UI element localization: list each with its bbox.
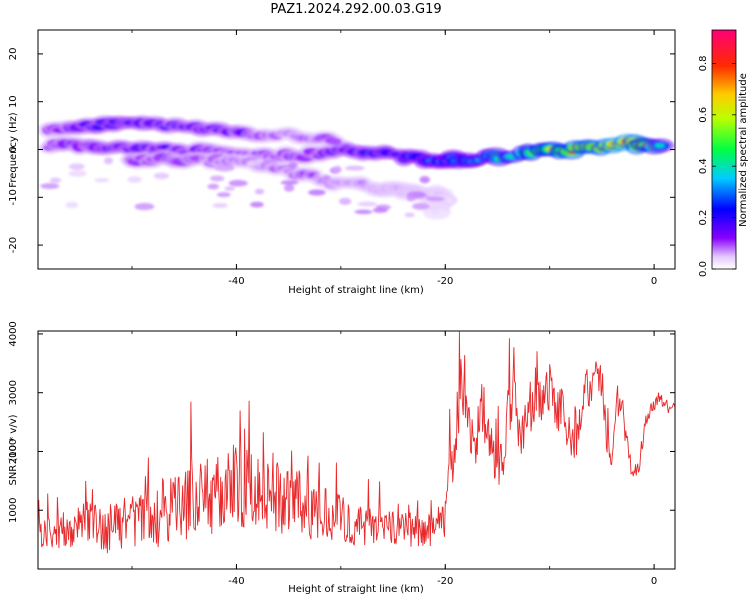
spectrogram-trace <box>287 162 298 169</box>
snr-panel: -40 -20 0 1000 2000 3000 4000 Height of straig… <box>8 321 676 595</box>
spectrogram-trace <box>406 195 417 202</box>
spectrogram-core-blob <box>429 210 441 215</box>
colorbar-tick-label: 0.6 <box>698 107 709 123</box>
spectrogram-trace <box>214 165 235 172</box>
spectrogram-trace <box>254 188 265 195</box>
spectrogram-trace <box>308 189 326 196</box>
spectrogram-trace <box>212 202 228 208</box>
spectrogram-trace <box>333 165 342 174</box>
spectrogram-x-tick-label: -40 <box>228 276 244 287</box>
spectrogram-x-axis-label: Height of straight line (km) <box>288 285 424 296</box>
spectrogram-x-tick-label: -20 <box>437 276 453 287</box>
colorbar-ticks: 0.0 0.2 0.4 0.6 0.8 <box>698 55 736 277</box>
colorbar-tick-label: 0.4 <box>698 158 709 174</box>
snr-y-tick-label: 3000 <box>8 380 19 405</box>
snr-y-tick-label: 4000 <box>8 321 19 346</box>
spectrogram-trace <box>426 196 446 201</box>
spectrogram-blob <box>325 137 342 145</box>
snr-series-line <box>38 331 675 554</box>
spectrogram-panel: -40 -20 0 20 10 0 -10 -20 Height of straight li… <box>8 29 676 296</box>
spectrogram-trace <box>404 212 416 218</box>
spectrogram-trace <box>224 186 235 191</box>
spectrogram-trace <box>354 209 373 215</box>
spectrogram-trace <box>216 192 231 198</box>
snr-x-tick-label: -40 <box>228 576 244 587</box>
spectrogram-trace <box>228 179 248 187</box>
spectrogram-trace <box>283 184 295 192</box>
spectrogram-trace <box>40 183 60 189</box>
spectrogram-heatmap <box>38 115 675 220</box>
spectrogram-trace <box>68 170 87 177</box>
spectrogram-trace <box>357 201 378 207</box>
snr-x-tick-label: -20 <box>437 576 453 587</box>
spectrogram-trace <box>209 175 225 182</box>
colorbar-tick-label: 0.8 <box>698 55 709 71</box>
spectrogram-trace <box>68 163 85 170</box>
spectrogram-trace <box>134 203 155 211</box>
snr-frame <box>37 330 676 570</box>
snr-x-axis-label: Height of straight line (km) <box>288 584 424 595</box>
colorbar-label: Normalized spectral amplitude <box>738 73 749 227</box>
page-title: PAZ1.2024.292.00.03.G19 <box>270 2 442 17</box>
colorbar-tick-label: 0.0 <box>698 261 709 277</box>
spectrogram-trace <box>250 201 264 208</box>
colorbar-tick-label: 0.2 <box>698 210 709 226</box>
spectrogram-trace <box>127 176 142 183</box>
spectrogram-y-tick-label: 20 <box>8 48 19 61</box>
spectrogram-trace <box>339 197 352 205</box>
snr-y-tick-label: 1000 <box>8 498 19 523</box>
spectrogram-trace <box>372 207 388 213</box>
snr-ticks: -40 -20 0 1000 2000 3000 4000 <box>8 321 675 587</box>
spectrogram-y-tick-label: -10 <box>8 189 19 205</box>
colorbar: 0.0 0.2 0.4 0.6 0.8 Normalized spectral ampl… <box>698 29 749 277</box>
spectrogram-trace <box>153 172 170 180</box>
spectrogram-trace <box>344 165 365 171</box>
snr-y-tick-label: 2000 <box>8 439 19 464</box>
colorbar-gradient <box>711 29 737 270</box>
snr-x-tick-label: 0 <box>651 576 657 587</box>
spectrogram-core-blob <box>654 143 665 148</box>
spectrogram-y-tick-label: 10 <box>8 95 19 108</box>
spectrogram-trace <box>49 177 61 183</box>
spectrogram-trace <box>65 201 79 209</box>
spectrogram-y-axis-label: Frequency (Hz) <box>8 112 19 188</box>
spectrogram-trace <box>412 202 430 210</box>
spectrogram-trace <box>419 176 431 184</box>
spectrogram-trace <box>207 183 220 190</box>
spectrogram-trace <box>429 205 441 211</box>
spectrogram-blobs <box>38 115 675 220</box>
spectrogram-trace <box>280 180 299 185</box>
spectrogram-y-tick-label: -20 <box>8 237 19 253</box>
spectrogram-x-tick-label: 0 <box>651 276 657 287</box>
spectrogram-trace <box>322 174 331 181</box>
spectrogram-trace <box>246 160 257 166</box>
spectrogram-y-tick-label: 0 <box>8 146 19 152</box>
snr-y-axis-label: SNR (10 * v/v) <box>8 414 19 485</box>
spectrogram-trace <box>103 157 114 165</box>
spectrogram-ticks: -40 -20 0 20 10 0 -10 -20 <box>8 30 675 287</box>
spectrogram-trace <box>94 178 110 183</box>
